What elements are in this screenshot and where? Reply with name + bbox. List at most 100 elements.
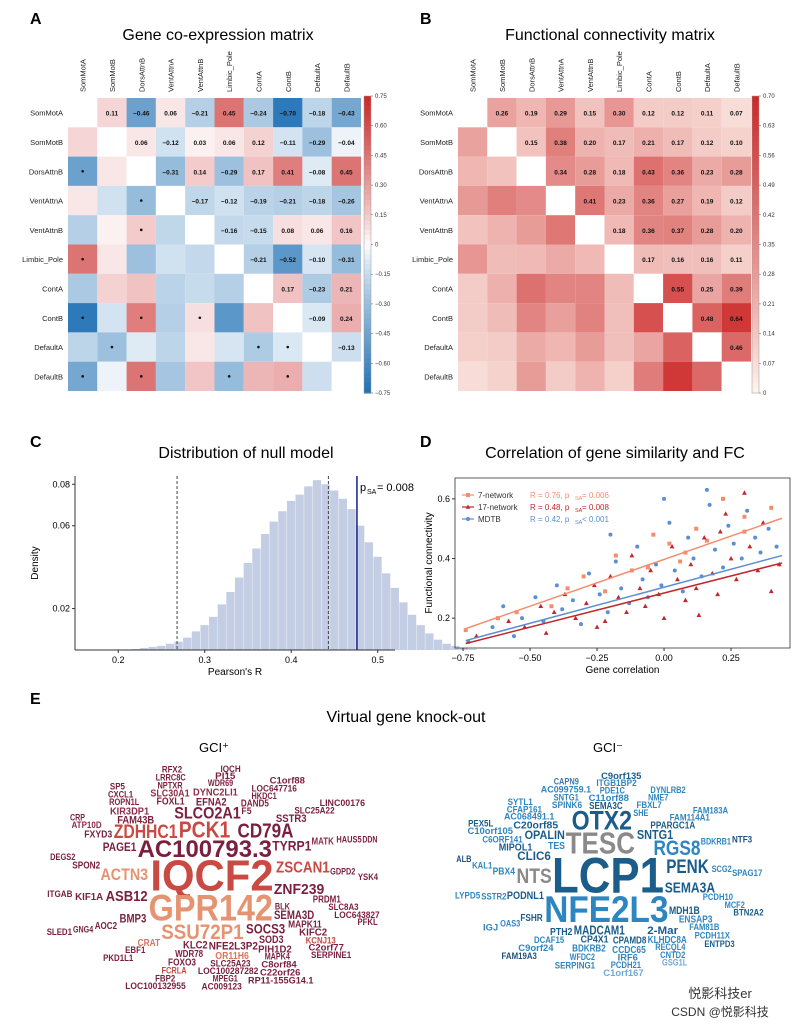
scatter-point-17-network (602, 618, 608, 623)
wordcloud-word: LCP1 (552, 847, 664, 903)
heatmap-cell (516, 244, 546, 274)
colorbar-segment (752, 294, 759, 300)
heatmap-value-label: 0.17 (642, 257, 655, 264)
heatmap-cell (331, 127, 361, 157)
colorbar-segment (364, 100, 371, 107)
scatter-point-7-network (565, 586, 570, 591)
wordcloud-word: KCNJ13 (306, 935, 336, 945)
heatmap-cell (185, 273, 215, 304)
heatmap-value-label: −0.21 (280, 199, 297, 206)
colorbar-segment (364, 199, 371, 206)
histogram-bar (373, 556, 382, 650)
colorbar-segment (364, 150, 371, 156)
heatmap-cell (516, 332, 546, 362)
significance-marker (139, 228, 143, 232)
heatmap-value-label: 0.30 (613, 111, 626, 118)
heatmap-col-label: Limbic_Pole (225, 51, 234, 92)
legend-swatch-marker (466, 517, 470, 521)
scatter-point-7-network (667, 541, 672, 546)
wordcloud-word: SLC30A1 (150, 789, 190, 800)
heatmap-row-label: SomMotB (30, 138, 63, 147)
wordcloud-word: SLCO2A1 (174, 804, 241, 823)
x-tick-label: 0.5 (371, 655, 384, 665)
wordcloud-word: SYTL1 (508, 797, 533, 807)
wordcloud-word: ATP10D (71, 820, 102, 830)
scatter-point-mdtb (619, 586, 624, 591)
legend-series-name: 17-network (478, 503, 519, 512)
colorbar-segment (752, 130, 759, 137)
plot-frame (454, 477, 791, 649)
heatmap-cell (516, 215, 546, 245)
colorbar-segment (364, 343, 371, 350)
colorbar-segment (364, 368, 371, 374)
scatter-point-17-network (683, 597, 688, 603)
histogram-bar (356, 525, 365, 650)
colorbar-segment (752, 333, 759, 340)
regression-line (465, 517, 783, 630)
scatter-point-mdtb (672, 568, 677, 573)
colorbar-tick-label: 0.49 (763, 183, 775, 189)
scatter-point-mdtb (739, 556, 744, 561)
wordcloud-word: BMP3 (119, 911, 146, 925)
heatmap-cell (68, 332, 98, 362)
heatmap-cell (273, 156, 303, 186)
heatmap-cell (663, 361, 693, 391)
legend-swatch-marker (465, 504, 471, 509)
heatmap-cell (692, 361, 722, 391)
heatmap-cell (97, 215, 127, 245)
heatmap-cell (331, 215, 361, 245)
scatter-point-7-network (645, 565, 650, 570)
heatmap-value-label: 0.16 (671, 257, 684, 264)
heatmap-cell (243, 273, 274, 304)
heatmap-value-label: 0.39 (730, 286, 743, 293)
heatmap-cell (458, 127, 488, 157)
colorbar-segment (752, 120, 759, 127)
heatmap-cell (692, 127, 722, 157)
wordcloud-word: SLC25A23 (210, 958, 250, 968)
heatmap-cell (633, 127, 664, 157)
heatmap-cell (633, 244, 664, 274)
heatmap-cell (721, 361, 751, 391)
heatmap-col-label: ContB (674, 71, 683, 92)
heatmap-cell (331, 98, 361, 128)
heatmap-value-label: 0.20 (584, 140, 597, 147)
scatter-point-17-network (661, 615, 667, 620)
heatmap-cell (155, 332, 186, 362)
heatmap-value-label: 0.17 (281, 286, 294, 293)
wordcloud-word: PIH1D2 (258, 944, 292, 955)
heatmap-cell (575, 156, 605, 186)
wordcloud-word: RP11-155G14.1 (248, 976, 314, 986)
x-axis-label: Gene correlation (586, 665, 660, 676)
heatmap-cell (97, 156, 127, 186)
wordcloud-word: AC068491.1 (504, 811, 554, 821)
scatter-point-17-network (551, 609, 557, 615)
wordcloud-word: C1orf88 (270, 775, 305, 785)
heatmap-cell (155, 127, 186, 157)
heatmap-cell (575, 127, 605, 157)
colorbar-segment (752, 328, 759, 335)
heatmap-cell (545, 361, 576, 391)
colorbar-tick-label: 0.14 (763, 332, 775, 338)
heatmap-cell (126, 98, 156, 128)
wordcloud-word: FOXO3 (168, 957, 196, 968)
heatmap-cell (487, 273, 517, 304)
heatmap-value-label: 0.12 (252, 140, 265, 147)
significance-marker (81, 316, 84, 320)
wordcloud-word: PPARGC1A (650, 820, 695, 831)
histogram-bar (442, 643, 451, 650)
wordcloud-word: CXCL1 (108, 789, 133, 799)
wordcloud-word: SCG2 (712, 864, 732, 874)
panel-e: E Virtual gene knock-out GCI⁺ GCI⁻ IQCF2… (30, 691, 769, 1019)
scatter-point-7-network (603, 589, 608, 594)
colorbar-segment (364, 175, 371, 181)
heatmap-value-label: 0.29 (554, 111, 567, 118)
wordcloud-word: LOC100132955 (125, 981, 186, 991)
heatmap-value-label: −0.12 (221, 199, 238, 206)
wordcloud-word: OAS3 (500, 919, 520, 929)
heatmap-col-label: DefaultA (703, 63, 712, 92)
scatter-point-7-network (742, 514, 747, 519)
histogram-bar (200, 625, 209, 650)
heatmap-cell (97, 98, 127, 128)
colorbar-segment (752, 224, 759, 231)
